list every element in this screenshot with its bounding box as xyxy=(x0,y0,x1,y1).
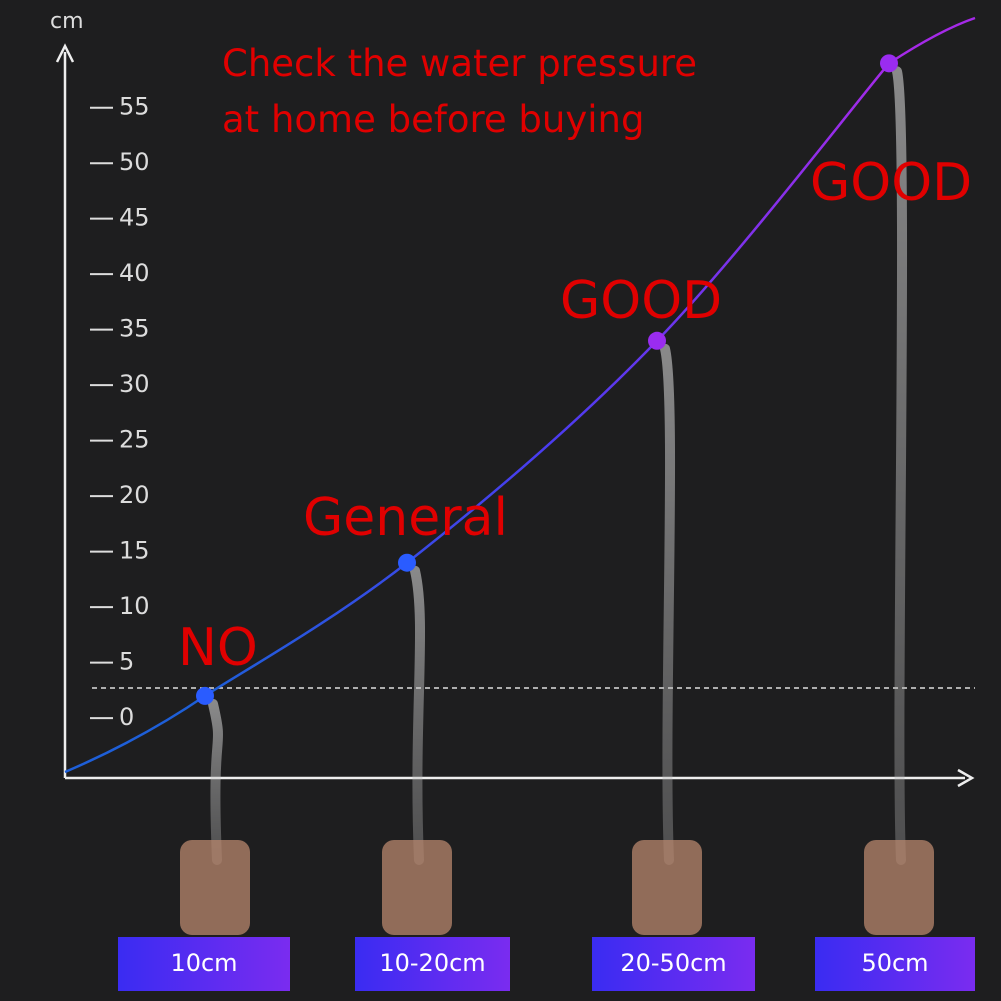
curve-tail xyxy=(888,16,976,65)
category-box xyxy=(118,937,290,991)
point xyxy=(880,54,898,73)
annotation: NO xyxy=(178,618,258,678)
x-tick-label: 10cm xyxy=(170,949,237,977)
water-stream xyxy=(660,343,676,865)
annotation: General xyxy=(303,488,508,548)
y-tick-label: 55 xyxy=(119,93,150,121)
y-tick-label: 40 xyxy=(119,259,150,287)
y-tick-label: 20 xyxy=(119,481,150,509)
y-tick-label: 15 xyxy=(119,537,150,565)
annotation: GOOD xyxy=(560,271,722,331)
x-tick-label: 50cm xyxy=(861,949,928,977)
title: Check the water pressure at home before … xyxy=(222,42,698,141)
y-tick-label: 10 xyxy=(119,592,150,620)
hand xyxy=(382,840,452,935)
point xyxy=(196,686,214,705)
y-tick-label: 30 xyxy=(119,370,150,398)
point xyxy=(648,331,666,350)
x-tick-label: 10-20cm xyxy=(379,949,485,977)
hand xyxy=(632,840,702,935)
y-tick-label: 45 xyxy=(119,204,150,232)
point xyxy=(398,553,416,572)
category-box xyxy=(815,937,975,991)
y-tick-label: 50 xyxy=(119,148,150,176)
y-tick-label: 5 xyxy=(119,648,134,676)
curve-lead xyxy=(64,694,206,774)
hand xyxy=(180,840,250,935)
annotation: GOOD xyxy=(810,153,972,213)
y-tick-label: 25 xyxy=(119,426,150,454)
hand xyxy=(864,840,934,935)
y-tick-label: 0 xyxy=(119,703,134,731)
water-stream xyxy=(410,565,426,865)
y-tick-label: 35 xyxy=(119,315,150,343)
x-axis-arrow xyxy=(957,768,975,788)
y-axis-label: cm xyxy=(50,9,84,34)
category-box xyxy=(592,937,755,991)
water-stream xyxy=(208,698,224,865)
water-stream xyxy=(892,66,908,865)
y-axis-arrow xyxy=(55,43,75,63)
category-box xyxy=(355,937,510,991)
curve xyxy=(204,62,890,697)
x-tick-label: 20-50cm xyxy=(620,949,726,977)
